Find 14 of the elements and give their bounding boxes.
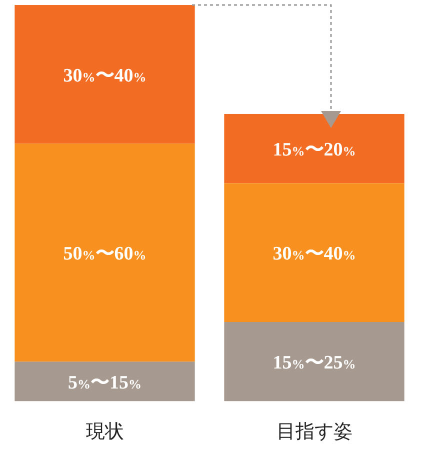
annotation: 15%〜25%	[272, 352, 356, 374]
annotation: 5%〜15%	[68, 372, 142, 394]
x-tick-label: 目指す姿	[276, 420, 352, 443]
annotation: 15%〜20%	[272, 140, 356, 161]
bar	[224, 322, 404, 402]
bar	[224, 114, 404, 184]
annotation: 30%〜40%	[63, 65, 146, 86]
bar	[14, 144, 195, 362]
bar	[14, 5, 195, 144]
bar	[14, 362, 195, 402]
annotation: 30%〜40%	[272, 244, 356, 265]
bar	[224, 183, 404, 322]
x-tick-label: 現状	[86, 420, 124, 443]
annotation: 50%〜60%	[63, 244, 146, 265]
